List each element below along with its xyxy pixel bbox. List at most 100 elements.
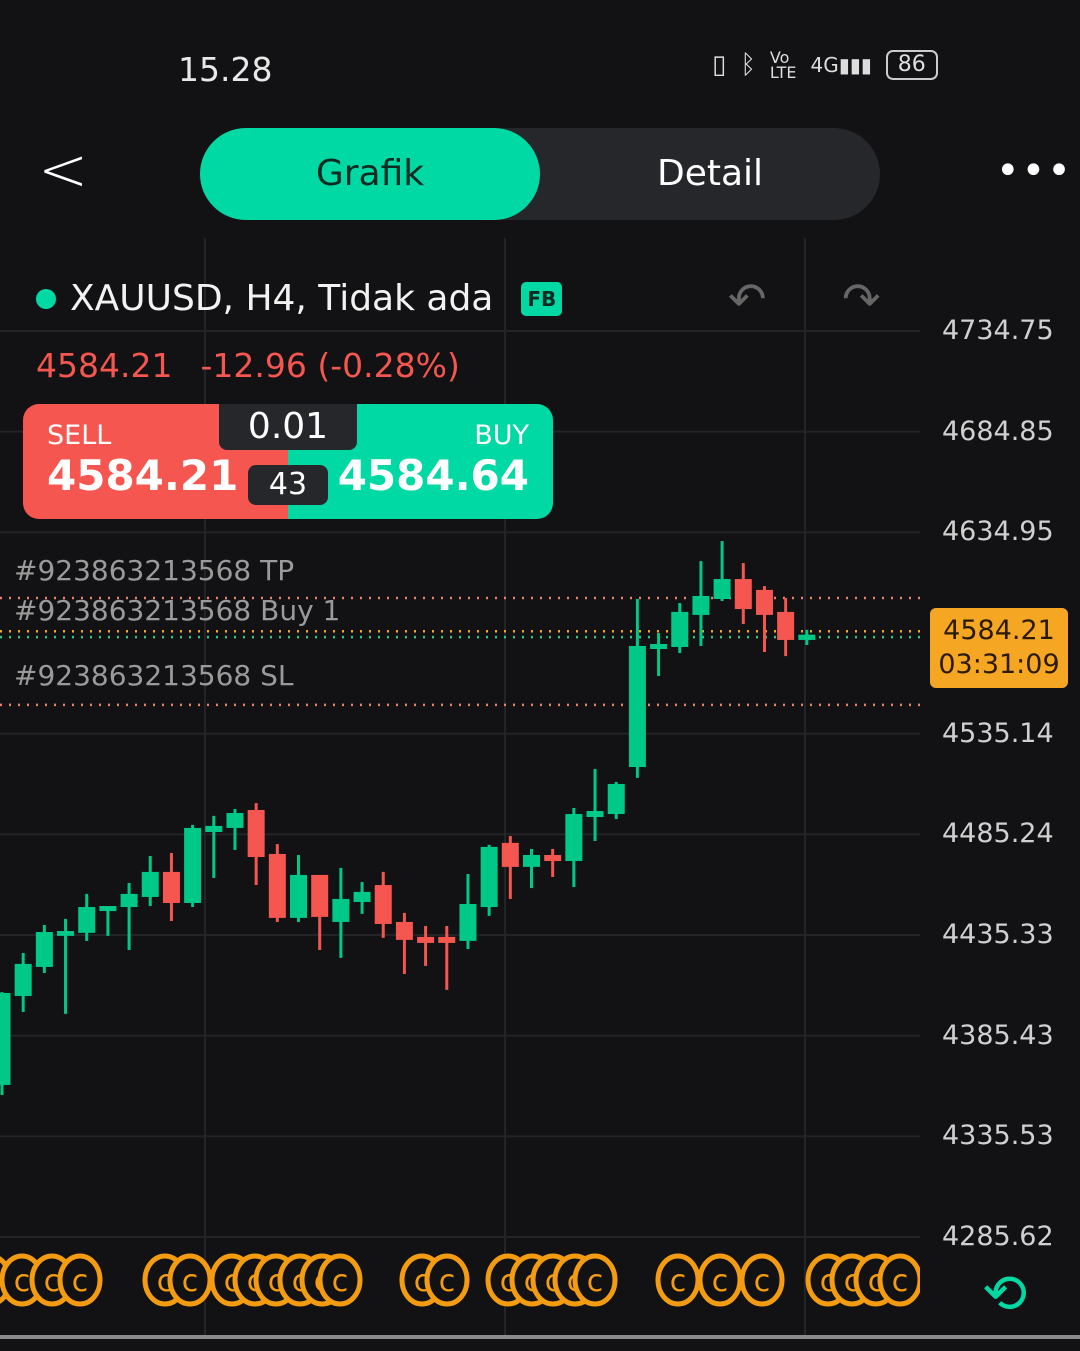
candle-body — [141, 871, 159, 897]
y-tick-label: 4285.62 — [942, 1221, 1054, 1252]
candle-countdown: 03:31:09 — [938, 649, 1060, 680]
order-history-marker — [572, 1253, 618, 1307]
reset-chart-icon[interactable]: ⟲ — [982, 1262, 1028, 1325]
4g-signal-icon: 4G▮▮▮ — [810, 53, 872, 77]
candle-body — [671, 611, 689, 647]
order-history-marker — [317, 1253, 363, 1307]
candle-body — [544, 854, 562, 862]
y-tick-label: 4335.53 — [942, 1120, 1054, 1152]
market-open-dot — [36, 288, 56, 309]
candle-body — [713, 579, 731, 599]
battery-indicator: 86 — [885, 50, 938, 80]
price-label-value: 4584.21 — [943, 615, 1055, 646]
price-change: -12.96 (-0.28%) — [200, 346, 460, 385]
candle-body — [628, 645, 646, 768]
sell-label: SELL — [47, 420, 112, 451]
marker-glyph: c — [754, 1264, 771, 1299]
candle-body — [99, 906, 117, 912]
order-history-marker — [424, 1253, 470, 1307]
undo-icon[interactable]: ↶ — [728, 272, 767, 326]
fb-badge: FB — [521, 281, 563, 316]
sl-order-label[interactable]: #923863213568 SL — [14, 659, 294, 692]
current-price: 4584.21 — [36, 346, 173, 385]
buy-price: 4584.64 — [337, 451, 529, 500]
candle-body — [501, 842, 519, 867]
candle-body — [755, 589, 773, 615]
marker-glyph: c — [670, 1264, 687, 1299]
candle-body — [162, 871, 180, 903]
redo-icon[interactable]: ↷ — [842, 272, 881, 326]
candle-body — [205, 825, 223, 832]
candle-body — [78, 907, 96, 933]
candle-body — [607, 783, 625, 815]
candle-body — [0, 992, 11, 1085]
candle-body — [586, 811, 604, 818]
sell-price: 4584.21 — [47, 451, 239, 500]
candle-body — [565, 814, 583, 862]
candle-body — [650, 643, 668, 650]
status-icons: ▯ ᛒ Vo LTE 4G▮▮▮ 86 — [712, 48, 938, 82]
marker-glyph: c — [44, 1264, 61, 1299]
tab-detail[interactable]: Detail — [656, 153, 764, 194]
candle-body — [523, 854, 540, 867]
symbol-title: XAUUSD, H4, Tidak ada — [70, 278, 494, 319]
volume-input[interactable]: 0.01 — [219, 404, 357, 450]
marker-glyph: c — [332, 1264, 349, 1299]
marker-glyph: c — [182, 1264, 199, 1299]
marker-glyph: c — [72, 1264, 89, 1299]
y-tick-label: 4535.14 — [942, 717, 1054, 749]
order-history-marker — [57, 1253, 103, 1307]
candle-body — [120, 893, 138, 908]
candle-body — [438, 936, 456, 943]
view-tabs: Grafik Detail — [200, 128, 880, 220]
candle-body — [14, 963, 32, 996]
vibrate-icon: ▯ — [712, 50, 727, 80]
y-tick-label: 4684.85 — [942, 415, 1054, 447]
tab-grafik[interactable]: Grafik — [200, 128, 540, 220]
tp-order-label[interactable]: #923863213568 TP — [14, 554, 295, 587]
candle-body — [353, 891, 371, 902]
symbol-header[interactable]: XAUUSD, H4, Tidak ada FB — [36, 278, 563, 319]
marker-glyph: c — [439, 1264, 456, 1299]
y-tick-label: 4385.43 — [942, 1019, 1054, 1051]
candle-body — [311, 874, 329, 917]
axis-mask — [920, 1240, 1080, 1330]
candle-body — [290, 874, 308, 918]
marker-glyph: c — [587, 1264, 604, 1299]
candle-body — [459, 903, 477, 941]
back-button[interactable]: < — [38, 135, 89, 205]
spread-badge: 43 — [248, 465, 328, 505]
buy-label: BUY — [474, 420, 529, 451]
current-price-label: 4584.21 03:31:09 — [930, 608, 1068, 688]
entry-order-label[interactable]: #923863213568 Buy 1 — [14, 594, 341, 627]
candle-body — [417, 936, 435, 943]
y-tick-label: 4435.33 — [942, 919, 1054, 950]
candle-body — [247, 809, 265, 857]
candle-body — [395, 921, 413, 940]
candle-body — [777, 611, 795, 640]
marker-glyph: c — [892, 1264, 909, 1299]
more-options-icon[interactable]: ••• — [996, 148, 1073, 194]
status-time: 15.28 — [178, 50, 273, 89]
trade-panel: SELL 4584.21 BUY 4584.64 — [23, 404, 553, 519]
volte-icon: Vo LTE — [769, 48, 797, 82]
candle-body — [57, 931, 75, 936]
y-tick-label: 4485.24 — [942, 818, 1054, 850]
candle-body — [374, 885, 392, 924]
y-tick-label: 4734.75 — [942, 315, 1054, 346]
candle-body — [798, 634, 816, 640]
marker-glyph: c — [14, 1264, 31, 1299]
candle-body — [692, 595, 710, 615]
quote-line: 4584.21 -12.96 (-0.28%) — [36, 346, 460, 385]
candle-body — [734, 579, 752, 610]
candle-body — [35, 932, 53, 967]
y-tick-label: 4634.95 — [942, 516, 1054, 548]
candle-body — [480, 846, 498, 908]
candle-body — [184, 827, 202, 903]
candle-body — [332, 898, 350, 922]
bottom-divider — [0, 1335, 1080, 1339]
order-history-marker — [739, 1253, 785, 1307]
buy-button[interactable]: BUY 4584.64 — [288, 404, 553, 519]
bluetooth-icon: ᛒ — [740, 50, 756, 80]
